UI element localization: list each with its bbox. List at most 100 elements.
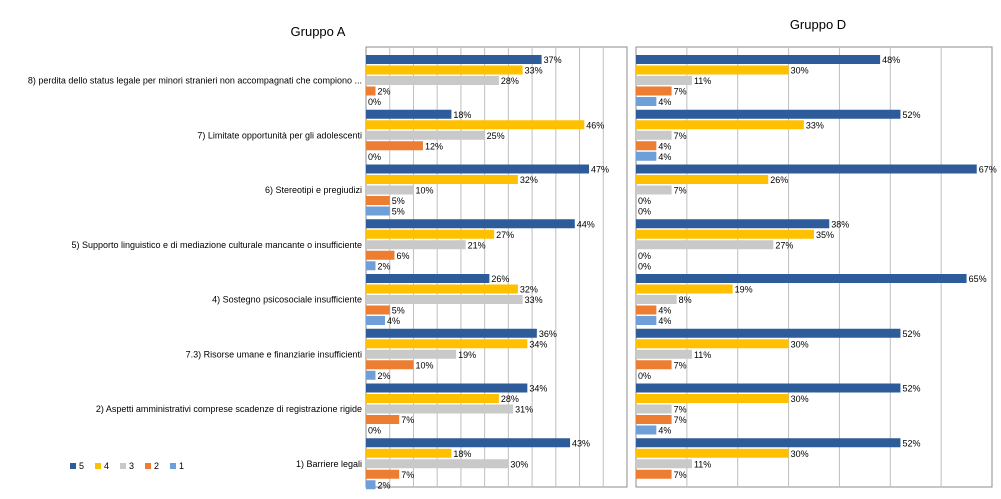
legend-swatch-4 (95, 463, 101, 469)
category-label: 2) Aspetti amministrativi comprese scade… (96, 404, 362, 414)
bar-series-1 (366, 206, 390, 216)
bar-series-1 (636, 316, 657, 325)
bar-series-5 (366, 438, 571, 448)
bar-series-5 (636, 438, 901, 448)
category-label: 8) perdita dello status legale per minor… (28, 76, 362, 86)
data-label: 0% (638, 196, 651, 206)
bar-series-3 (366, 185, 414, 195)
data-label: 11% (694, 459, 711, 469)
data-label: 32% (520, 175, 538, 185)
bar-series-1 (636, 97, 657, 106)
data-label: 0% (368, 426, 381, 436)
bar-series-3 (636, 404, 672, 414)
data-label: 44% (577, 219, 595, 229)
bar-series-2 (366, 305, 390, 315)
category-label: 4) Sostegno psicosociale insufficiente (212, 295, 362, 305)
data-label: 0% (638, 207, 651, 217)
legend-swatch-5 (70, 463, 76, 469)
bar-series-5 (366, 164, 590, 174)
data-label: 36% (539, 329, 557, 339)
data-label: 7% (401, 415, 414, 425)
bar-series-4 (636, 65, 789, 75)
data-label: 5% (392, 196, 405, 206)
panel-gruppo-d: Gruppo D (635, 17, 993, 488)
data-label: 19% (458, 350, 476, 360)
bar-series-4 (366, 339, 528, 349)
legend-label: 2 (154, 461, 159, 471)
bar-series-2 (636, 305, 657, 315)
bar-series-5 (636, 383, 901, 393)
bar-series-1 (366, 316, 385, 325)
bar-series-2 (636, 86, 672, 96)
data-label: 4% (658, 306, 671, 316)
bar-series-3 (636, 240, 774, 250)
data-label: 7% (674, 360, 687, 370)
legend-label: 5 (79, 461, 84, 471)
data-label: 32% (520, 285, 538, 295)
data-label: 35% (816, 230, 834, 240)
legend-swatch-2 (145, 463, 151, 469)
bar-series-2 (636, 360, 672, 370)
bar-series-4 (636, 284, 733, 294)
data-label: 34% (529, 339, 547, 349)
data-label: 7% (674, 131, 687, 141)
bar-series-1 (636, 425, 657, 435)
data-label: 19% (735, 285, 753, 295)
bar-series-1 (636, 151, 657, 161)
data-label: 0% (368, 152, 381, 162)
data-label: 46% (586, 120, 604, 130)
data-label: 4% (658, 141, 671, 151)
data-label: 7% (674, 470, 687, 480)
bar-series-3 (636, 185, 672, 195)
category-label: 1) Barriere legali (296, 459, 362, 469)
data-label: 4% (658, 152, 671, 162)
bar-series-3 (366, 76, 499, 85)
bar-series-3 (636, 76, 692, 85)
bar-series-3 (636, 349, 692, 359)
data-label: 8% (679, 295, 692, 305)
bar-series-4 (366, 175, 518, 184)
bar-series-1 (366, 480, 376, 490)
bar-series-5 (366, 383, 528, 393)
data-label: 65% (969, 274, 987, 284)
data-label: 4% (387, 316, 400, 326)
data-label: 30% (791, 339, 809, 349)
data-label: 30% (510, 459, 528, 469)
bar-series-5 (636, 219, 830, 229)
data-label: 33% (525, 66, 543, 76)
data-label: 5% (392, 306, 405, 316)
bar-series-4 (366, 394, 499, 403)
panel-title-gruppo-d: Gruppo D (790, 17, 846, 32)
category-label: 7.3) Risorse umane e finanziarie insuffi… (186, 349, 362, 359)
data-label: 27% (775, 240, 793, 250)
bar-series-2 (366, 360, 414, 370)
bar-series-2 (636, 415, 672, 424)
data-label: 52% (902, 384, 920, 394)
bar-series-3 (636, 295, 677, 304)
data-label: 30% (791, 66, 809, 76)
bar-series-5 (636, 274, 967, 283)
bar-series-4 (636, 448, 789, 458)
data-label: 7% (674, 405, 687, 415)
bar-series-1 (366, 261, 376, 271)
data-label: 5% (392, 207, 405, 217)
bar-series-4 (366, 448, 452, 458)
data-label: 31% (515, 405, 533, 415)
data-label: 0% (638, 261, 651, 271)
data-label: 34% (529, 384, 547, 394)
legend-swatch-3 (120, 463, 126, 469)
legend-label: 3 (129, 461, 134, 471)
bar-series-5 (636, 164, 977, 174)
bar-series-5 (636, 328, 901, 338)
data-label: 21% (468, 240, 486, 250)
data-label: 10% (415, 360, 433, 370)
data-label: 27% (496, 230, 514, 240)
data-label: 30% (791, 394, 809, 404)
bar-series-4 (366, 120, 585, 130)
bar-series-3 (366, 295, 523, 304)
data-label: 0% (638, 251, 651, 261)
bar-series-5 (366, 219, 575, 229)
data-label: 7% (401, 470, 414, 480)
data-label: 18% (453, 449, 471, 459)
